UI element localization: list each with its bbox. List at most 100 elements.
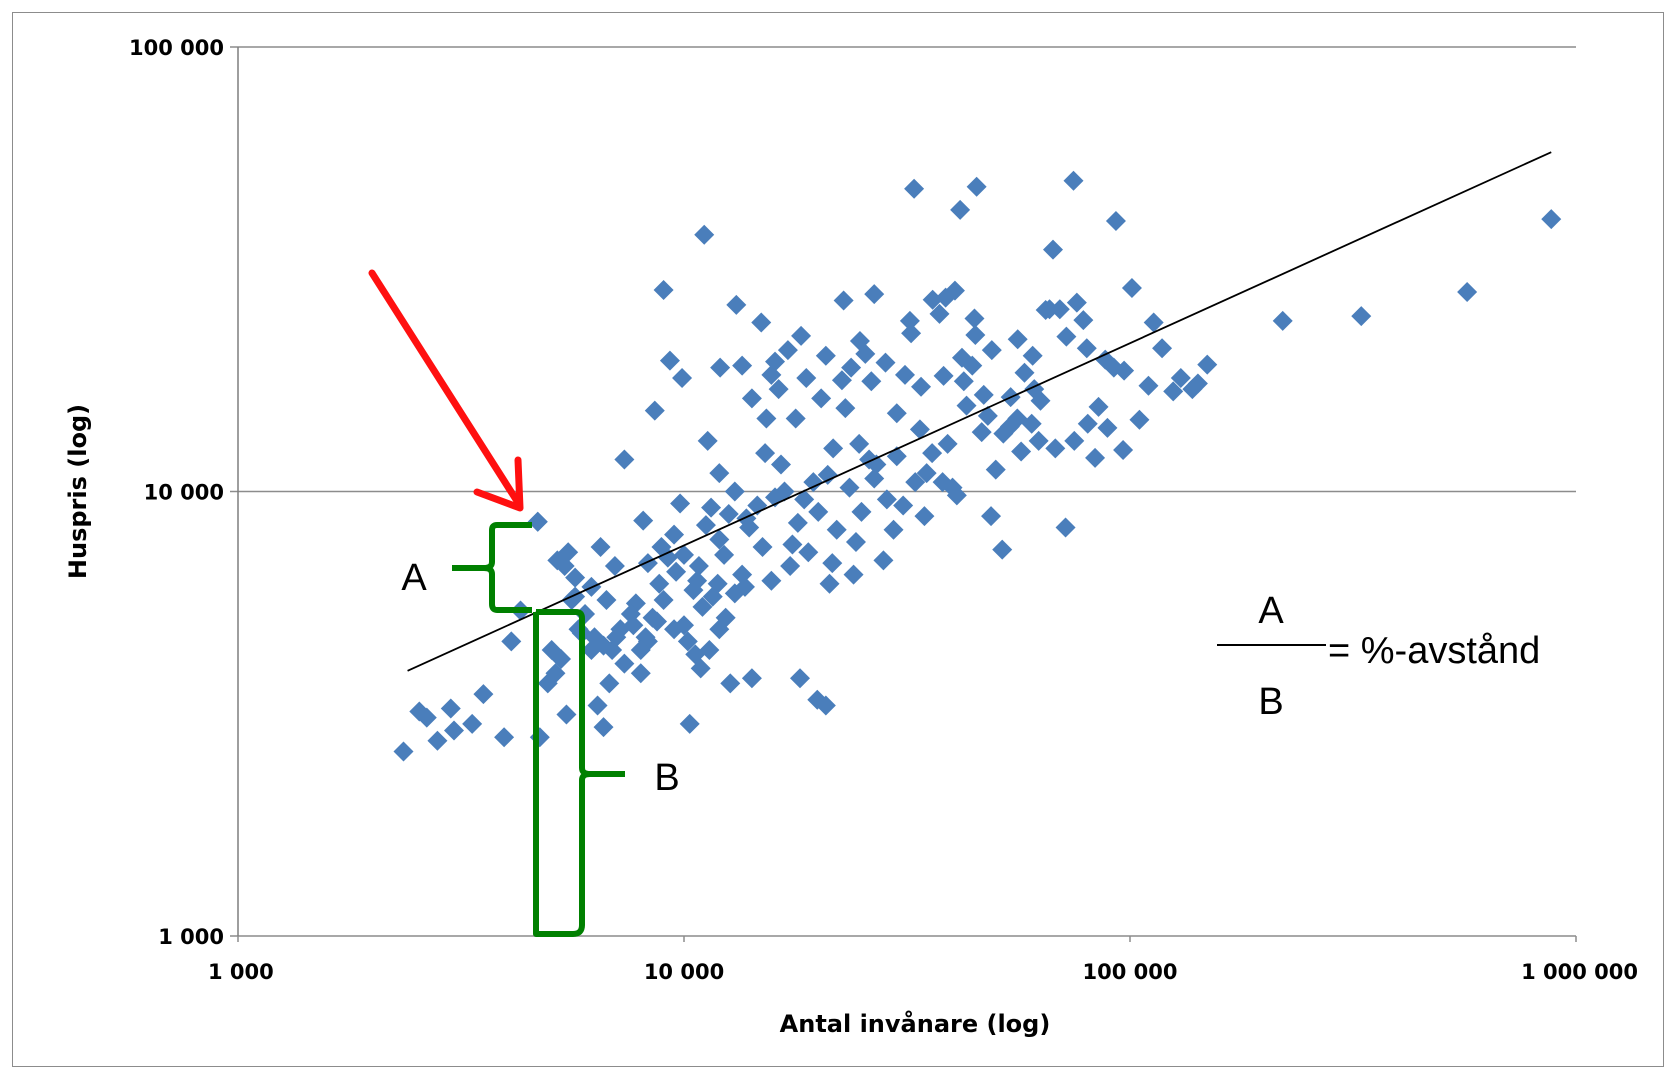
data-point [633,510,654,531]
data-point [1043,239,1064,260]
data-point [909,419,930,440]
data-point [1272,310,1293,331]
data-point [1014,362,1035,383]
data-point [905,472,926,493]
data-point [815,345,836,366]
data-point [777,340,798,361]
data-point [787,512,808,533]
data-point [1097,417,1118,438]
data-point [587,695,608,716]
data-point [1152,338,1173,359]
data-point [899,310,920,331]
data-point [556,704,577,725]
data-point [649,573,670,594]
data-point [992,539,1013,560]
data-point [695,515,716,536]
data-point [699,639,720,660]
data-point [841,357,862,378]
data-point [774,481,795,502]
data-point [1197,354,1218,375]
label-a: A [401,557,427,599]
data-point [956,395,977,416]
data-point [826,519,847,540]
data-point [679,713,700,734]
data-point [822,553,843,574]
data-point [815,695,836,716]
data-point [565,567,586,588]
data-point [971,422,992,443]
data-point [1007,329,1028,350]
y-tick-label: 10 000 [144,481,224,505]
data-point [529,727,550,748]
data-point [780,555,801,576]
data-point [1022,345,1043,366]
data-point [916,463,937,484]
bracket-a [452,522,532,613]
x-axis-title: Antal invånare (log) [780,1009,1051,1038]
data-point [666,561,687,582]
trendline [407,151,1552,672]
data-point [752,537,773,558]
data-point [620,604,641,625]
gridlines [230,46,1576,937]
data-point [1066,292,1087,313]
data-point [1056,326,1077,347]
data-point [964,308,985,329]
data-point [1187,373,1208,394]
data-point [819,573,840,594]
data-point [944,280,965,301]
data-points [393,170,1562,762]
data-point [718,503,739,524]
data-point [710,357,731,378]
label-b: B [654,757,679,799]
data-point [789,668,810,689]
data-point [697,430,718,451]
data-point [951,347,972,368]
data-point [1064,430,1085,451]
data-point [709,619,730,640]
data-point [653,280,674,300]
data-point [835,398,856,419]
data-point [584,627,605,648]
x-tick-label: 100 000 [1083,960,1178,984]
data-point [1007,408,1028,429]
data-point [864,468,885,489]
data-point [664,524,685,545]
x-tick-label: 1 000 [208,960,274,984]
data-point [932,472,953,493]
data-point [929,303,950,324]
data-point [599,673,620,694]
data-point [756,408,777,429]
data-point [726,294,747,315]
data-point [782,534,803,555]
data-point [1113,439,1134,460]
data-point [651,537,672,558]
data-point [839,477,860,498]
data-point [707,573,728,594]
data-point [677,631,698,652]
data-point [614,653,635,674]
y-tick-labels: 1 000 10 000 100 000 [129,36,224,949]
bracket-b [533,609,625,937]
data-point [688,555,709,576]
data-point [670,493,691,514]
data-point [876,489,897,510]
data-point [893,495,914,516]
chart-frame [12,12,1664,1067]
data-point [946,485,967,506]
data-point [637,553,658,574]
data-point [765,351,786,372]
data-point [1457,282,1478,303]
data-point [653,590,674,611]
data-point [1088,396,1109,417]
data-point [1129,409,1150,430]
data-point [811,388,832,409]
data-point [1076,338,1097,359]
data-point [761,570,782,591]
data-point [614,449,635,470]
data-point [770,454,791,475]
data-point [709,463,730,484]
data-point [973,384,994,405]
data-point [701,497,722,518]
